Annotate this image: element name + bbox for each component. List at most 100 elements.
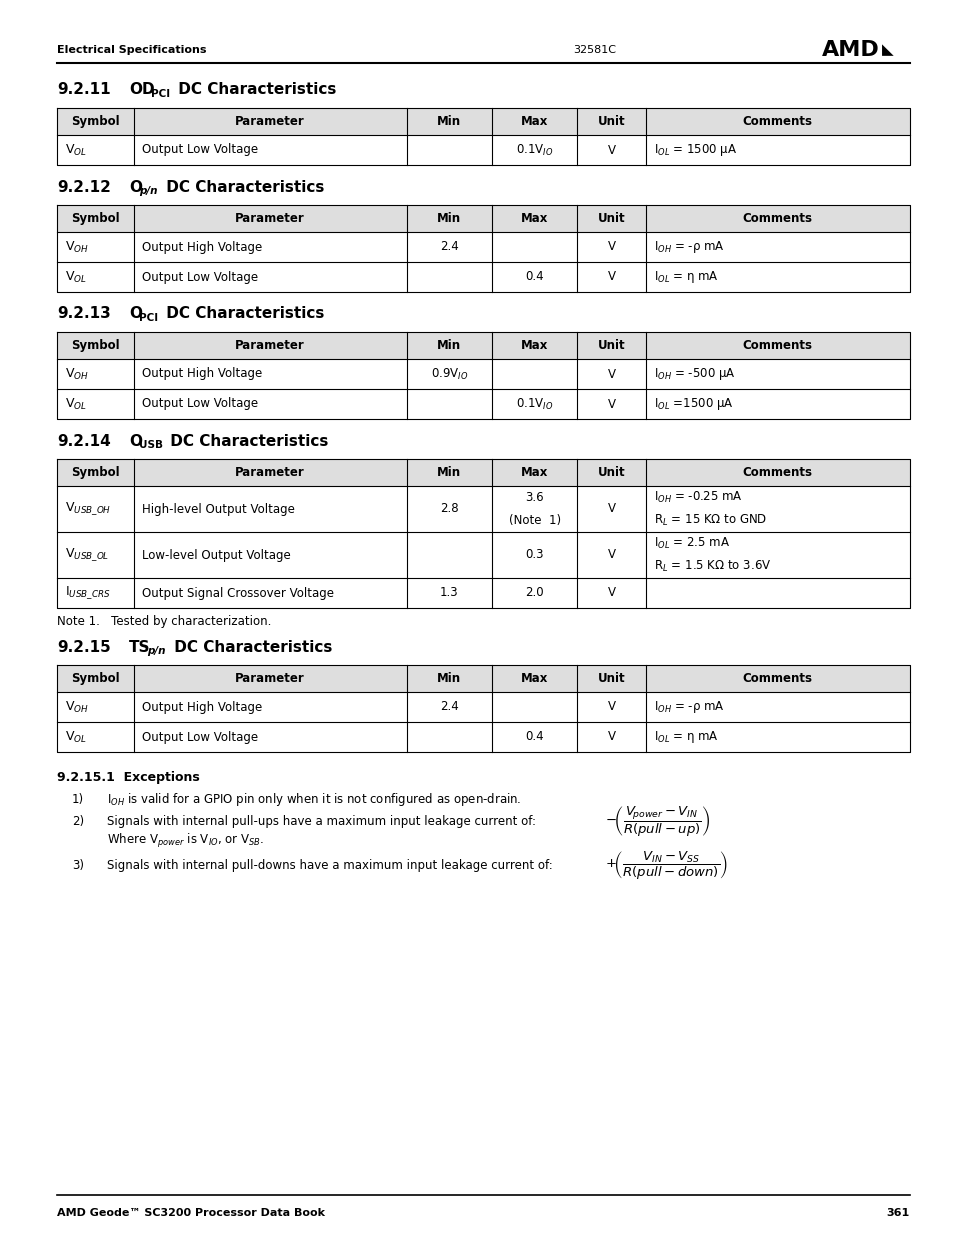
Text: Electrical Specifications: Electrical Specifications xyxy=(57,44,206,56)
Text: AMD Geode™ SC3200 Processor Data Book: AMD Geode™ SC3200 Processor Data Book xyxy=(57,1208,325,1218)
Bar xyxy=(57,578,909,608)
Text: Signals with internal pull-downs have a maximum input leakage current of:: Signals with internal pull-downs have a … xyxy=(107,860,552,872)
Text: Min: Min xyxy=(436,672,461,685)
Text: 9.2.15.1  Exceptions: 9.2.15.1 Exceptions xyxy=(57,772,199,784)
Text: Low-level Output Voltage: Low-level Output Voltage xyxy=(142,548,291,562)
Text: Max: Max xyxy=(520,466,548,479)
Text: Symbol: Symbol xyxy=(71,466,119,479)
Text: Signals with internal pull-ups have a maximum input leakage current of:: Signals with internal pull-ups have a ma… xyxy=(107,815,536,829)
Text: 9.2.11: 9.2.11 xyxy=(57,83,111,98)
Text: V$_{OL}$: V$_{OL}$ xyxy=(65,396,87,411)
Bar xyxy=(57,205,909,232)
Bar xyxy=(57,389,909,419)
Text: V: V xyxy=(607,143,615,157)
Text: Max: Max xyxy=(520,338,548,352)
Text: Unit: Unit xyxy=(597,338,624,352)
Text: 1): 1) xyxy=(71,794,84,806)
Text: High-level Output Voltage: High-level Output Voltage xyxy=(142,503,294,515)
Text: I$_{OL}$ =1500 μA: I$_{OL}$ =1500 μA xyxy=(653,396,733,412)
Text: Parameter: Parameter xyxy=(235,338,305,352)
Text: 2.4: 2.4 xyxy=(439,700,458,714)
Text: I$_{OH}$ = -ρ mA: I$_{OH}$ = -ρ mA xyxy=(653,699,723,715)
Text: 3): 3) xyxy=(71,860,84,872)
Text: 1.3: 1.3 xyxy=(439,587,458,599)
Text: $-\!\left(\dfrac{V_{\!power}-V_{IN}}{R(pull-up)}\right)$: $-\!\left(\dfrac{V_{\!power}-V_{IN}}{R(p… xyxy=(604,805,710,839)
Text: Output Low Voltage: Output Low Voltage xyxy=(142,730,257,743)
Text: I$_{OH}$ = -ρ mA: I$_{OH}$ = -ρ mA xyxy=(653,240,723,254)
Text: Unit: Unit xyxy=(597,466,624,479)
Text: Comments: Comments xyxy=(742,338,812,352)
Bar xyxy=(57,487,909,532)
Bar xyxy=(57,332,909,359)
Text: V: V xyxy=(607,587,615,599)
Text: p/n: p/n xyxy=(139,186,157,196)
Text: Parameter: Parameter xyxy=(235,466,305,479)
Bar xyxy=(57,722,909,752)
Text: $+\!\left(\dfrac{V_{IN}-V_{SS}}{R(pull-down)}\right)$: $+\!\left(\dfrac{V_{IN}-V_{SS}}{R(pull-d… xyxy=(604,850,727,882)
Text: Output Low Voltage: Output Low Voltage xyxy=(142,270,257,284)
Text: I$_{OL}$ = 1500 μA: I$_{OL}$ = 1500 μA xyxy=(653,142,736,158)
Text: 32581C: 32581C xyxy=(573,44,616,56)
Text: Min: Min xyxy=(436,338,461,352)
Text: 2.8: 2.8 xyxy=(439,503,458,515)
Text: 2.4: 2.4 xyxy=(439,241,458,253)
Text: R$_L$ = 15 KΩ to GND: R$_L$ = 15 KΩ to GND xyxy=(653,513,766,529)
Text: Output High Voltage: Output High Voltage xyxy=(142,368,262,380)
Text: 2.0: 2.0 xyxy=(525,587,543,599)
Text: V$_{OH}$: V$_{OH}$ xyxy=(65,699,89,715)
Text: DC Characteristics: DC Characteristics xyxy=(172,83,336,98)
Text: Unit: Unit xyxy=(597,672,624,685)
Text: 0.1V$_{IO}$: 0.1V$_{IO}$ xyxy=(516,142,553,158)
Bar xyxy=(57,262,909,291)
Text: Output High Voltage: Output High Voltage xyxy=(142,700,262,714)
Text: I$_{OL}$ = η mA: I$_{OL}$ = η mA xyxy=(653,269,718,285)
Text: 0.4: 0.4 xyxy=(525,270,543,284)
Text: DC Characteristics: DC Characteristics xyxy=(165,433,328,448)
Text: Where V$_{power}$ is V$_{IO}$, or V$_{SB}$.: Where V$_{power}$ is V$_{IO}$, or V$_{SB… xyxy=(107,832,264,850)
Text: Min: Min xyxy=(436,115,461,128)
Bar xyxy=(57,692,909,722)
Text: V$_{OL}$: V$_{OL}$ xyxy=(65,269,87,284)
Text: 0.1V$_{IO}$: 0.1V$_{IO}$ xyxy=(516,396,553,411)
Text: Symbol: Symbol xyxy=(71,338,119,352)
Text: TS: TS xyxy=(129,640,151,655)
Text: Parameter: Parameter xyxy=(235,672,305,685)
Text: 0.9V$_{IO}$: 0.9V$_{IO}$ xyxy=(430,367,468,382)
Text: Note 1.   Tested by characterization.: Note 1. Tested by characterization. xyxy=(57,615,271,627)
Text: (Note  1): (Note 1) xyxy=(508,514,560,527)
Text: V: V xyxy=(607,270,615,284)
Text: V: V xyxy=(607,241,615,253)
Bar xyxy=(57,107,909,135)
Text: Max: Max xyxy=(520,212,548,225)
Text: 0.3: 0.3 xyxy=(525,548,543,562)
Text: PCI: PCI xyxy=(151,89,170,99)
Text: V: V xyxy=(607,368,615,380)
Bar xyxy=(57,135,909,165)
Text: Parameter: Parameter xyxy=(235,212,305,225)
Text: V: V xyxy=(607,503,615,515)
Text: V$_{USB\_OH}$: V$_{USB\_OH}$ xyxy=(65,500,112,517)
Text: V: V xyxy=(607,730,615,743)
Text: DC Characteristics: DC Characteristics xyxy=(161,179,324,194)
Text: Max: Max xyxy=(520,672,548,685)
Text: Symbol: Symbol xyxy=(71,672,119,685)
Text: I$_{OL}$ = 2.5 mA: I$_{OL}$ = 2.5 mA xyxy=(653,536,729,551)
Text: AMD: AMD xyxy=(821,40,879,61)
Text: V: V xyxy=(607,700,615,714)
Text: V: V xyxy=(607,548,615,562)
Text: I$_{OH}$ is valid for a GPIO pin only when it is not configured as open-drain.: I$_{OH}$ is valid for a GPIO pin only wh… xyxy=(107,792,521,809)
Text: V$_{USB\_OL}$: V$_{USB\_OL}$ xyxy=(65,547,110,563)
Text: V$_{OH}$: V$_{OH}$ xyxy=(65,240,89,254)
Text: O: O xyxy=(129,179,142,194)
Bar xyxy=(57,359,909,389)
Text: Symbol: Symbol xyxy=(71,115,119,128)
Text: DC Characteristics: DC Characteristics xyxy=(161,306,324,321)
Text: Comments: Comments xyxy=(742,115,812,128)
Text: 3.6: 3.6 xyxy=(525,492,543,504)
Text: ◣: ◣ xyxy=(882,42,893,58)
Text: Symbol: Symbol xyxy=(71,212,119,225)
Text: Min: Min xyxy=(436,466,461,479)
Bar xyxy=(57,459,909,487)
Text: Unit: Unit xyxy=(597,115,624,128)
Text: p/n: p/n xyxy=(147,646,165,656)
